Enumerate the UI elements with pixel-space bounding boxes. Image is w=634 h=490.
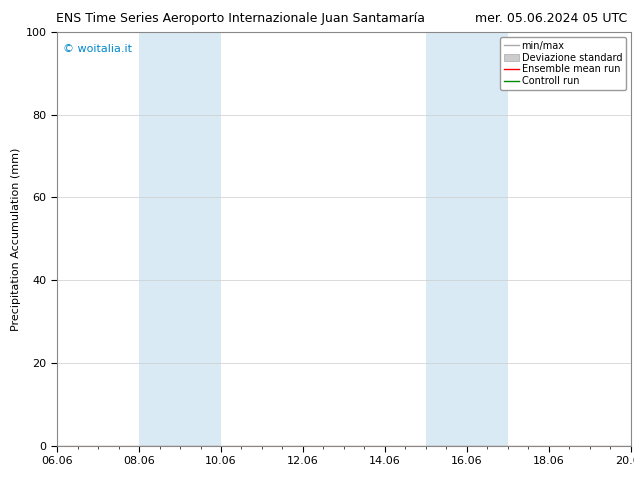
Text: mer. 05.06.2024 05 UTC: mer. 05.06.2024 05 UTC bbox=[476, 12, 628, 25]
Text: © woitalia.it: © woitalia.it bbox=[63, 44, 132, 54]
Y-axis label: Precipitation Accumulation (mm): Precipitation Accumulation (mm) bbox=[11, 147, 22, 331]
Text: ENS Time Series Aeroporto Internazionale Juan Santamaría: ENS Time Series Aeroporto Internazionale… bbox=[56, 12, 425, 25]
Bar bbox=[426, 32, 508, 446]
Legend: min/max, Deviazione standard, Ensemble mean run, Controll run: min/max, Deviazione standard, Ensemble m… bbox=[500, 37, 626, 90]
Bar bbox=[139, 32, 221, 446]
